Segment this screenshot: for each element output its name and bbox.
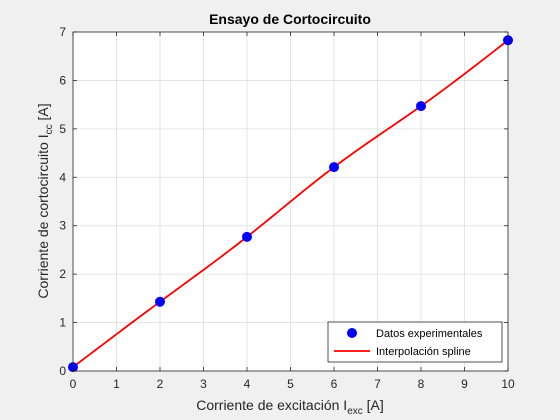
y-tick-label: 7 [59,25,66,39]
y-tick-label: 3 [59,219,66,233]
x-tick-label: 7 [374,377,381,391]
x-tick-label: 9 [461,377,468,391]
x-axis-label-main: Corriente de excitación I [196,397,347,413]
x-tick-label: 3 [200,377,207,391]
y-tick-label: 6 [59,73,66,87]
legend-label-datos: Datos experimentales [376,328,483,340]
y-tick-label: 5 [59,122,66,136]
x-tick-label: 6 [331,377,338,391]
x-axis-label-unit: [A] [363,397,384,413]
legend-marker-datos [347,328,357,338]
x-tick-label: 2 [157,377,164,391]
data-point [416,101,426,112]
y-axis-label-unit: [A] [35,103,51,124]
legend: Datos experimentales Interpolación splin… [327,321,503,363]
tick-layer: 0 1 2 3 4 5 6 7 8 9 10 0 1 2 3 4 5 6 7 [59,25,515,391]
y-tick-label: 1 [59,316,66,330]
data-point [155,296,165,307]
x-axis-label: Corriente de excitación Iexc [A] [196,397,384,417]
y-tick-label: 0 [59,364,66,378]
chart-title: Ensayo de Cortocircuito [209,11,371,27]
data-point [329,162,339,173]
spline-line [72,39,509,368]
legend-label-spline: Interpolación spline [376,346,471,358]
x-tick-label: 1 [113,377,120,391]
y-axis-label-main: Corriente de cortocircuito I [35,134,51,298]
x-tick-label: 10 [501,377,515,391]
x-axis-label-sub: exc [347,406,363,417]
legend-box [327,321,503,363]
x-tick-label: 5 [287,377,294,391]
x-tick-label: 8 [418,377,425,391]
x-tick-label: 0 [70,377,77,391]
data-point [242,231,252,242]
y-axis-label-sub: cc [44,124,55,134]
y-tick-label: 2 [59,267,66,281]
y-axis-label: Corriente de cortocircuito Icc [A] [35,103,55,298]
y-tick-label: 4 [59,170,66,184]
x-tick-label: 4 [244,377,251,391]
